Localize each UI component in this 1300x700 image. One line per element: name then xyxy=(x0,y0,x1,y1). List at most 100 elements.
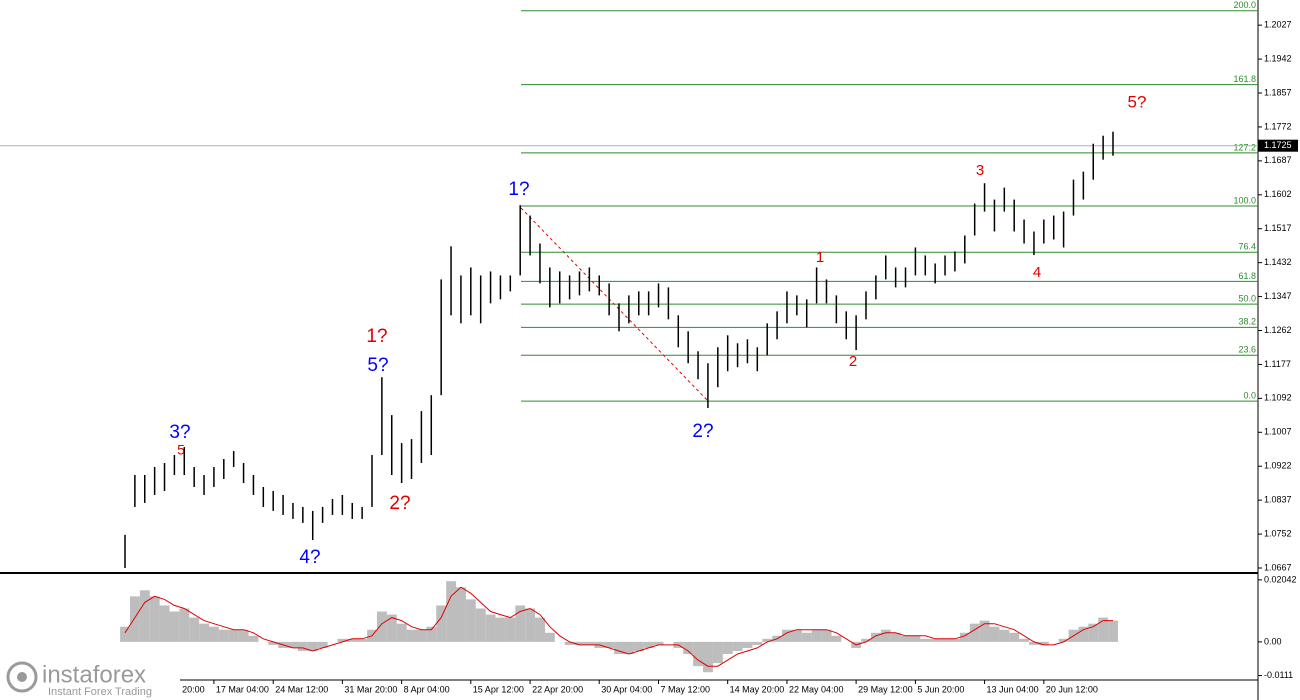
watermark-box xyxy=(0,655,180,700)
osc-bar xyxy=(900,635,911,642)
fib-label: 38.2 xyxy=(1238,317,1256,327)
osc-y-tick-label: -0.0111 xyxy=(1264,670,1293,680)
x-tick-label: 13 Jun 04:00 xyxy=(987,684,1039,694)
x-tick-label: 8 Apr 04:00 xyxy=(404,684,450,694)
osc-bar xyxy=(525,608,536,642)
fib-label: 61.8 xyxy=(1238,271,1256,281)
y-tick-label: 1.1687 xyxy=(1264,155,1292,165)
x-tick-label: 17 Mar 04:00 xyxy=(216,684,269,694)
osc-bar xyxy=(643,641,654,648)
osc-bar xyxy=(1058,638,1069,642)
osc-bar xyxy=(801,632,812,642)
osc-bar xyxy=(653,641,664,645)
y-tick-label: 1.1772 xyxy=(1264,121,1292,131)
osc-bar xyxy=(376,611,387,642)
osc-bar xyxy=(1078,626,1089,642)
osc-bar xyxy=(307,641,318,651)
y-tick-label: 1.1262 xyxy=(1264,325,1292,335)
wave-label: 5 xyxy=(177,442,185,458)
watermark-icon xyxy=(17,672,27,682)
osc-bar xyxy=(762,638,773,642)
osc-bar xyxy=(544,632,555,642)
osc-bar xyxy=(1029,641,1039,645)
fib-label: 161.8 xyxy=(1233,74,1256,84)
osc-bar xyxy=(791,629,802,642)
wave-label: 1? xyxy=(366,326,387,347)
fib-label: 50.0 xyxy=(1238,294,1256,304)
fib-label: 127.2 xyxy=(1233,142,1256,152)
y-tick-label: 1.1007 xyxy=(1264,427,1292,437)
osc-bar xyxy=(821,629,832,642)
x-tick-label: 31 Mar 20:00 xyxy=(344,684,397,694)
osc-bar xyxy=(416,629,427,642)
osc-bar xyxy=(317,641,328,648)
osc-bar xyxy=(288,641,298,648)
osc-bar xyxy=(347,638,358,642)
osc-bar xyxy=(1019,638,1030,642)
osc-bar xyxy=(564,641,575,645)
x-tick-label: 29 May 12:00 xyxy=(858,684,913,694)
osc-bar xyxy=(485,614,496,642)
watermark: instaforex Instant Forex Trading xyxy=(0,655,180,700)
watermark-brand: instaforex xyxy=(42,661,146,688)
osc-y-tick-label: 0.02042 xyxy=(1264,574,1297,584)
osc-bar xyxy=(199,623,210,642)
osc-bar xyxy=(456,587,466,642)
osc-bar xyxy=(574,641,585,645)
wave-label: 2? xyxy=(389,493,410,514)
osc-bar xyxy=(357,638,368,642)
osc-bar xyxy=(861,638,871,642)
fib-label: 100.0 xyxy=(1233,195,1256,205)
y-tick-label: 1.1942 xyxy=(1264,53,1292,63)
x-tick-label: 7 May 12:00 xyxy=(661,684,711,694)
osc-bar xyxy=(910,635,921,642)
osc-bar xyxy=(218,629,229,642)
osc-bar xyxy=(1088,623,1099,642)
osc-bar xyxy=(268,641,279,645)
osc-signal xyxy=(124,586,1113,667)
wave-label: 4? xyxy=(299,547,320,568)
osc-bar xyxy=(782,629,792,642)
y-tick-label: 1.1432 xyxy=(1264,257,1292,267)
osc-bar xyxy=(999,629,1010,642)
osc-bar xyxy=(1108,620,1118,642)
osc-bar xyxy=(396,623,407,642)
osc-y-tick-label: 0.00 xyxy=(1264,636,1282,646)
y-tick-label: 1.1092 xyxy=(1264,393,1292,403)
y-tick-label: 1.1602 xyxy=(1264,189,1292,199)
watermark-tagline: Instant Forex Trading xyxy=(48,686,152,698)
osc-bar xyxy=(752,641,763,645)
osc-bar xyxy=(930,638,941,642)
osc-bar xyxy=(969,623,980,642)
osc-bar xyxy=(722,641,733,655)
osc-bar xyxy=(139,590,150,642)
osc-bar xyxy=(495,617,506,642)
osc-bar xyxy=(297,641,308,651)
osc-bar xyxy=(693,641,704,667)
osc-bar xyxy=(920,638,931,642)
y-tick-label: 1.0752 xyxy=(1264,528,1292,538)
osc-bar xyxy=(623,641,634,655)
osc-bar xyxy=(979,620,990,642)
osc-bar xyxy=(959,632,970,642)
osc-bar xyxy=(940,638,951,642)
y-tick-label: 1.0922 xyxy=(1264,461,1292,471)
osc-bar xyxy=(159,605,170,642)
osc-bar xyxy=(732,641,743,651)
x-tick-label: 7 Mar 20:00 xyxy=(157,684,205,694)
osc-bar xyxy=(604,641,615,648)
osc-bar xyxy=(614,641,624,655)
wave-label: 5? xyxy=(1128,92,1147,111)
osc-bar xyxy=(811,629,822,642)
y-tick-label: 1.0667 xyxy=(1264,562,1292,572)
osc-bar xyxy=(465,599,476,642)
x-tick-label: 20 Jun 12:00 xyxy=(1046,684,1098,694)
osc-bar xyxy=(436,605,447,642)
osc-bar xyxy=(683,641,694,655)
osc-bar xyxy=(446,581,457,642)
osc-bar xyxy=(831,635,842,642)
osc-bar xyxy=(989,626,1000,642)
y-tick-label: 1.1857 xyxy=(1264,87,1292,97)
osc-bar xyxy=(505,617,516,642)
